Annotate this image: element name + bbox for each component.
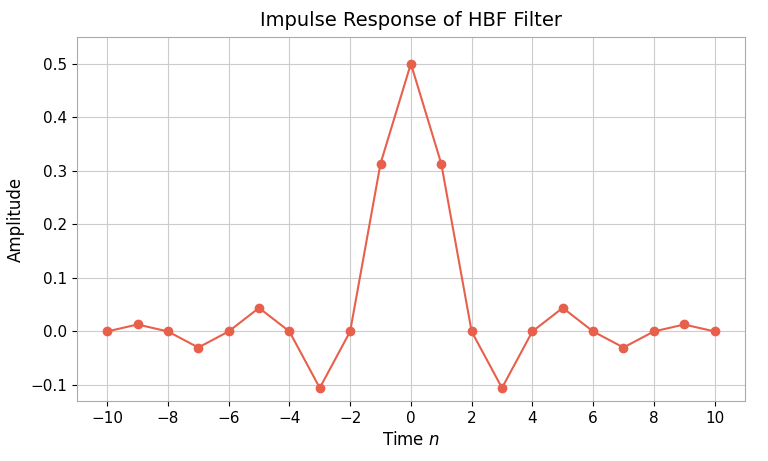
X-axis label: Time $n$: Time $n$ <box>382 431 440 449</box>
Title: Impulse Response of HBF Filter: Impulse Response of HBF Filter <box>260 11 562 30</box>
Y-axis label: Amplitude: Amplitude <box>7 177 25 261</box>
